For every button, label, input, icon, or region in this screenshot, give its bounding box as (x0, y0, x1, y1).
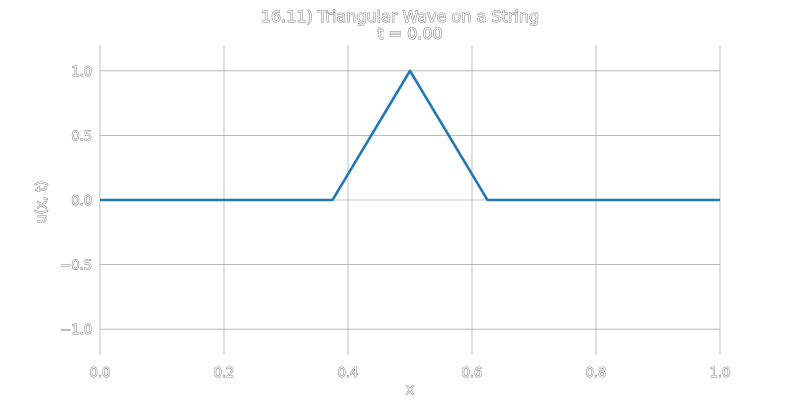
chart-subtitle: t = 0.00 (377, 24, 442, 43)
series-layer (100, 69, 720, 202)
series-line (100, 69, 720, 202)
y-tick-label: 0.5 (71, 129, 92, 144)
y-axis-label: u(x, t) (34, 181, 50, 223)
y-tick-label: 1.0 (71, 65, 92, 80)
x-tick-label: 0.0 (90, 366, 111, 381)
y-tick-label: 0.0 (71, 194, 92, 209)
x-tick-label: 0.6 (462, 366, 483, 381)
x-tick-labels: 0.0 0.2 0.4 0.6 0.8 1.0 (89, 366, 731, 382)
x-tick-label: 0.8 (586, 366, 607, 381)
y-tick-labels: −1.0 −0.5 0.0 0.5 1.0 (60, 64, 92, 338)
x-tick-label: 0.4 (338, 366, 359, 381)
y-tick-label: −0.5 (60, 259, 92, 274)
y-tick-label: −1.0 (60, 323, 92, 338)
x-tick-label: 0.2 (214, 366, 235, 381)
x-axis-label: x (406, 382, 414, 398)
chart-title: 16.11) Triangular Wave on a String (261, 7, 539, 26)
x-tick-label: 1.0 (710, 366, 731, 381)
